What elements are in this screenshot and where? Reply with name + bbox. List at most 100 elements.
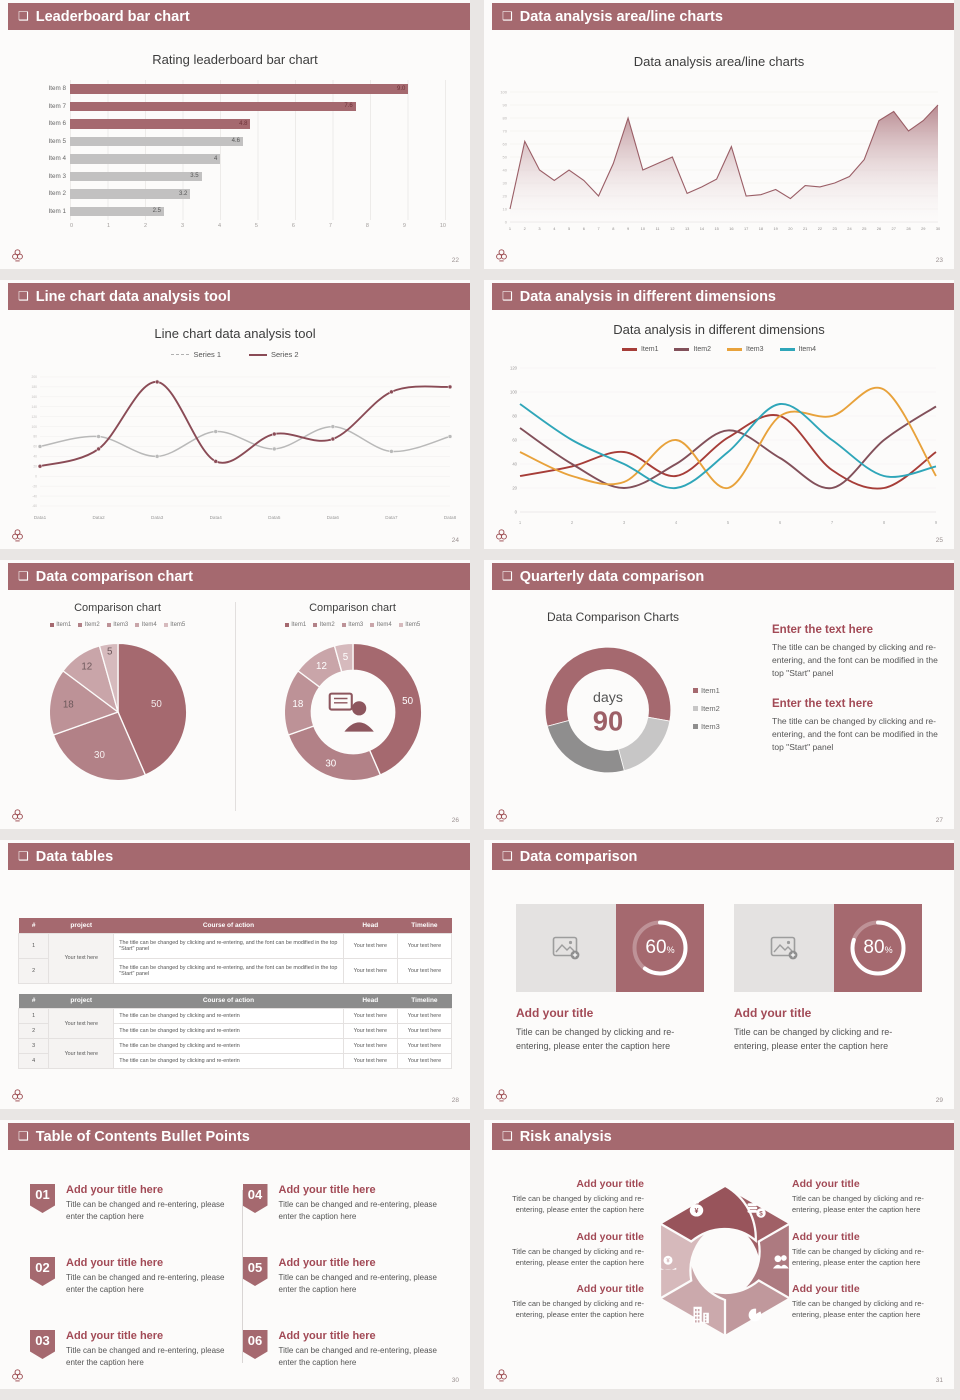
block-body: The title can be changed by clicking and… — [772, 715, 938, 752]
bar-category-label: Item 7 — [48, 102, 67, 110]
x-tick-label: Data3 — [151, 515, 164, 520]
card-caption: Title can be changed by clicking and re-… — [516, 1027, 675, 1052]
legend-label: Item4 — [798, 346, 817, 353]
table-row: 3 Your text here The title can be changed … — [17, 1038, 453, 1069]
pie-slice — [98, 642, 119, 713]
column-header: Course of action — [113, 918, 344, 933]
y-tick-label: 0 — [515, 509, 518, 514]
block-caption: Title can be changed by clicking and re-… — [512, 1246, 644, 1267]
toc-text: Add your title here Title can be changed … — [279, 1257, 441, 1296]
table-row: 1 Your text here The title can be changed … — [17, 932, 453, 984]
column-header: project — [48, 993, 114, 1009]
x-tick-label: 14 — [700, 226, 705, 231]
x-tick-label: 21 — [803, 226, 807, 231]
data-point — [330, 424, 336, 429]
data-point — [272, 431, 277, 437]
ring-progress — [850, 920, 906, 976]
toc-title: Add your title here — [278, 1184, 376, 1196]
timeline-cell: Your text here — [396, 932, 453, 959]
toc-title: Add your title here — [66, 1330, 164, 1342]
legend-swatch — [621, 348, 637, 351]
slide-header-title: Leaderboard bar chart — [35, 8, 190, 25]
x-tick-label: 6 — [779, 520, 782, 525]
block-body: The title can be changed by clicking and… — [772, 642, 938, 679]
slide-header: ❑ Table of Contents Bullet Points — [8, 1123, 470, 1150]
toc-item[interactable]: 02 Add your title here Title can be change… — [30, 1257, 228, 1296]
bar: 7.6 — [70, 101, 356, 111]
legend-swatch — [135, 623, 140, 627]
pinwheel-blade — [657, 1184, 757, 1244]
x-tick-label: 24 — [847, 226, 852, 231]
donut-segment — [617, 716, 671, 772]
slide-cell-23: ❑ Data analysis area/line charts Data an… — [480, 0, 960, 280]
bar-track: 4 — [70, 154, 446, 164]
x-tick-label: 25 — [862, 226, 866, 231]
y-tick-label: 80 — [512, 413, 517, 418]
legend-swatch — [284, 623, 289, 627]
legend-label: Item5 — [170, 622, 186, 628]
risk-text-block: Add your title Title can be changed by cl… — [494, 1283, 644, 1321]
bar-value-label: 9.0 — [397, 85, 406, 92]
slide-area-line-charts[interactable]: ❑ Data analysis area/line charts Data an… — [484, 0, 954, 269]
y-tick-label: 50 — [503, 154, 508, 159]
data-point — [37, 444, 43, 449]
slide-header: ❑ Data analysis in different dimensions — [492, 283, 954, 310]
block-caption: Title can be changed by clicking and re-… — [792, 1246, 924, 1267]
toc-item[interactable]: 04 Add your title here Title can be change… — [242, 1184, 441, 1223]
data-point — [213, 459, 218, 464]
progress-value: 80% — [863, 937, 893, 958]
toc-caption: Title can be changed and re-entering, pl… — [66, 1346, 225, 1367]
slide-progress-comparison[interactable]: ❑ Data comparison 60% — [484, 840, 954, 1109]
school-seal-logo — [496, 1089, 507, 1102]
donut-title: Comparison chart — [309, 602, 396, 614]
toc-item[interactable]: 05 Add your title here Title can be change… — [242, 1257, 441, 1296]
legend-label: Item4 — [141, 622, 157, 628]
toc-item[interactable]: 03 Add your title here Title can be change… — [30, 1330, 228, 1369]
pie-panel-left: Comparison chart Item1 Item2 Item3 Item4 Ite… — [0, 590, 235, 829]
data-point — [37, 464, 43, 469]
head-cell: Your text here — [342, 1008, 398, 1024]
table-row: 1 Your text here The title can be changed … — [17, 1008, 453, 1039]
x-tick-label: Data7 — [385, 515, 398, 520]
slide-cell-29: ❑ Data comparison 60% — [480, 840, 960, 1120]
legend-item: Item3 — [727, 346, 764, 353]
toc-item[interactable]: 01 Add your title here Title can be change… — [30, 1184, 228, 1223]
head-cell: Your text here — [342, 1053, 398, 1069]
slide-data-tables[interactable]: ❑ Data tables # project Course of action He… — [0, 840, 470, 1109]
chart-title: Data analysis in different dimensions — [613, 322, 825, 337]
slide-header: ❑ Data comparison — [492, 843, 954, 870]
risk-text-block: Add your title Title can be changed by cl… — [792, 1231, 944, 1269]
slide-header: ❑ Leaderboard bar chart — [8, 3, 470, 30]
progress-value: 60% — [645, 937, 675, 958]
slide-line-chart-tool[interactable]: ❑ Line chart data analysis tool Line cha… — [0, 280, 470, 549]
course-cell: The title can be changed by clicking and… — [113, 1053, 344, 1069]
x-tick-label: 5 — [568, 226, 570, 231]
table-header-row: # project Course of action Head Timeline — [18, 918, 452, 933]
slide-multi-dimension-lines[interactable]: ❑ Data analysis in different dimensions … — [484, 280, 954, 549]
legend-item: Item2 — [78, 622, 100, 628]
timeline-cell: Your text here — [396, 957, 453, 984]
slide-header: ❑ Risk analysis — [492, 1123, 954, 1150]
risk-text-block: Add your title Title can be changed by cl… — [494, 1178, 644, 1216]
data-point — [96, 446, 101, 452]
legend-label: Item1 — [56, 622, 72, 628]
slide-quarterly-comparison[interactable]: ❑ Quarterly data comparison Data Compari… — [484, 560, 954, 829]
toc-caption: Title can be changed and re-entering, pl… — [278, 1200, 437, 1221]
y-tick-label: 10 — [503, 206, 508, 211]
slide-toc-bullets[interactable]: ❑ Table of Contents Bullet Points 01 Add … — [0, 1120, 470, 1389]
toc-item[interactable]: 06 Add your title here Title can be change… — [242, 1330, 441, 1369]
bar-row: Item 3 3.5 — [36, 170, 446, 183]
legend-label: Item2 — [84, 622, 100, 628]
course-cell: The title can be changed by clicking and… — [113, 1038, 344, 1054]
slide-risk-analysis[interactable]: ❑ Risk analysis Add your title Title can … — [484, 1120, 954, 1389]
x-tick-label: 4 — [217, 223, 221, 229]
y-tick-label: 80 — [33, 435, 37, 439]
chart-title: Data Comparison Charts — [546, 610, 680, 624]
slide-header-title: Quarterly data comparison — [519, 568, 705, 585]
slide-pie-comparison[interactable]: ❑ Data comparison chart Comparison chart… — [0, 560, 470, 829]
legend-swatch — [693, 706, 698, 711]
bar-row: Item 2 3.2 — [36, 187, 446, 200]
slide-leaderboard-bar-chart[interactable]: ❑ Leaderboard bar chart Rating leaderboa… — [0, 0, 470, 269]
risk-text-block: Add your title Title can be changed by cl… — [792, 1283, 944, 1321]
